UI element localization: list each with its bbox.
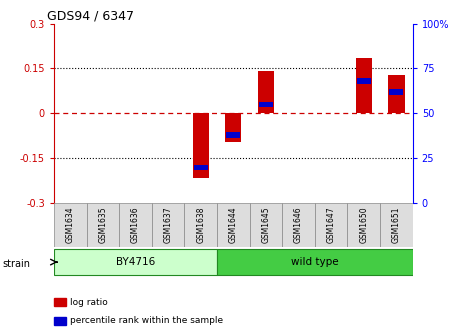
Text: wild type: wild type bbox=[291, 257, 339, 267]
Text: GSM1651: GSM1651 bbox=[392, 207, 401, 243]
Text: GSM1644: GSM1644 bbox=[229, 207, 238, 244]
Bar bbox=[193, 114, 209, 178]
Bar bbox=[227, 132, 240, 138]
Text: percentile rank within the sample: percentile rank within the sample bbox=[70, 316, 223, 325]
Text: GSM1646: GSM1646 bbox=[294, 207, 303, 244]
Text: GSM1635: GSM1635 bbox=[98, 207, 107, 244]
Bar bbox=[250, 203, 282, 247]
Bar bbox=[282, 203, 315, 247]
Text: BY4716: BY4716 bbox=[116, 257, 155, 267]
Text: GSM1645: GSM1645 bbox=[261, 207, 271, 244]
Bar bbox=[388, 75, 405, 114]
Text: GSM1650: GSM1650 bbox=[359, 207, 368, 244]
Bar bbox=[119, 203, 152, 247]
Text: GSM1638: GSM1638 bbox=[196, 207, 205, 243]
Bar bbox=[389, 89, 403, 94]
Text: GSM1637: GSM1637 bbox=[164, 207, 173, 244]
Bar bbox=[54, 249, 217, 275]
Bar bbox=[315, 203, 348, 247]
Bar bbox=[348, 203, 380, 247]
Bar bbox=[87, 203, 119, 247]
Text: GDS94 / 6347: GDS94 / 6347 bbox=[47, 9, 134, 23]
Text: strain: strain bbox=[2, 259, 30, 269]
Bar bbox=[225, 114, 242, 142]
Bar bbox=[217, 203, 250, 247]
Text: GSM1647: GSM1647 bbox=[327, 207, 336, 244]
Bar bbox=[217, 249, 413, 275]
Bar bbox=[184, 203, 217, 247]
Bar bbox=[357, 78, 371, 84]
Bar bbox=[356, 58, 372, 114]
Text: GSM1634: GSM1634 bbox=[66, 207, 75, 244]
Bar bbox=[258, 71, 274, 114]
Text: GSM1636: GSM1636 bbox=[131, 207, 140, 244]
Bar bbox=[54, 203, 87, 247]
Bar bbox=[194, 165, 208, 170]
Bar bbox=[152, 203, 184, 247]
Bar bbox=[380, 203, 413, 247]
Text: log ratio: log ratio bbox=[70, 298, 108, 306]
Bar bbox=[259, 102, 273, 107]
